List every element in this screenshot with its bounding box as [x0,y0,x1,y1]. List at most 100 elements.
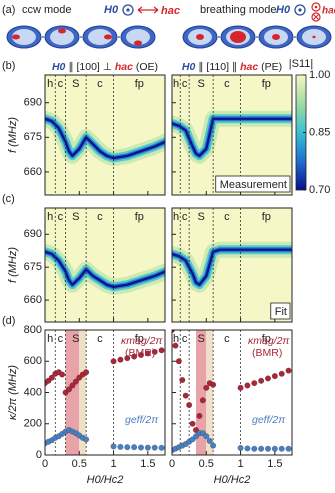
y-tick-label: 690 [24,97,42,109]
plot-area [172,75,292,195]
colorbar-tick-label: 0.85 [309,126,330,138]
series-label: geff/2π [125,414,159,426]
region-label: fp [135,333,144,345]
box-label: Measurement [220,179,287,191]
y-tick-label: 0 [36,449,42,461]
drive-symbol-dot [314,5,318,9]
data-point [278,370,285,377]
data-point [72,378,79,385]
resonance-line [172,248,292,286]
region-label: h [173,211,179,223]
y-tick-label: 600 [24,355,42,367]
data-point [210,381,217,388]
shaded-region [79,330,87,455]
y-tick-label: 660 [24,294,42,306]
region-label: c [97,333,103,345]
data-point [144,444,151,451]
plot-area [45,75,165,195]
y-axis-label: f (MHz) [7,117,19,153]
data-point [172,342,179,349]
colorbar-label: |S11| [289,58,313,70]
data-point [271,373,278,380]
data-point [59,371,66,378]
shaded-region [206,330,214,455]
data-point [131,444,138,451]
breathing-disks [182,25,332,49]
data-point [117,443,124,450]
series-label: κmag/2π [121,335,163,347]
x-tick-label: 0.5 [199,458,214,470]
region-label: S [72,78,79,90]
data-point [158,347,165,354]
panel-title: H0 ∥ [100] ⊥ hac (OE) [52,61,158,73]
title-part: ∥ [100] ⊥ [65,61,114,73]
mode-title: breathing mode [200,4,276,16]
drive-label: hac [322,6,335,17]
panel-label: (d) [2,315,15,327]
data-point [48,374,55,381]
data-point [244,445,251,452]
plot-area [172,330,292,455]
x-tick-label: 1.5 [267,458,282,470]
x-axis-label: H0/Hc2 [214,474,251,486]
data-point [196,412,203,419]
box-label: Fit [275,306,287,318]
y-tick-label: 400 [24,386,42,398]
series-note: (BMR) [252,347,282,359]
data-point [151,348,158,355]
plot-frame [171,74,293,196]
mode-title: ccw mode [22,4,72,16]
region-label: h [47,78,53,90]
region-label: c [97,78,103,90]
y-tick-label: 200 [24,418,42,430]
resonance-line [172,117,292,157]
panel-label: (c) [2,193,15,205]
data-point [237,444,244,452]
data-point [210,442,217,449]
data-point [137,444,145,451]
y-tick-label: 800 [24,324,42,336]
data-point [237,384,244,391]
title-part: hac [115,61,133,73]
y-tick-label: 660 [24,166,42,178]
data-point [182,392,189,399]
drive-label: hac [161,5,180,17]
plot-frame [171,207,293,323]
x-tick-label: 0.5 [72,458,87,470]
data-point [110,358,117,365]
field-symbol-dot [126,8,130,12]
region-label: fp [262,78,271,90]
y-tick-label: 675 [24,261,42,273]
region-label: h [173,333,179,345]
box-frame [215,175,291,193]
region-label: c [97,211,103,223]
region-label: fp [135,78,144,90]
data-point [158,444,165,451]
y-axis-label: κ/2π (MHz) [7,365,19,420]
data-point [251,380,258,387]
title-part: hac [240,61,258,73]
x-tick-label: 0 [42,458,48,470]
data-point [65,386,73,393]
y-tick-label: 690 [24,228,42,240]
field-label: H0 [104,4,119,16]
series-label: geff/2π [252,414,286,426]
region-label: c [182,78,188,90]
ccw-disks [6,25,156,49]
data-point [131,353,138,360]
x-axis-label: H0/Hc2 [87,474,124,486]
data-point [117,356,124,363]
region-label: fp [135,211,144,223]
region-label: S [72,211,79,223]
region-label: c [58,211,64,223]
field-symbol-dot [298,8,302,12]
data-point [258,445,265,452]
data-point [151,444,158,451]
data-point [83,369,90,376]
plot-frame [44,207,166,323]
x-tick-label: 1 [238,458,244,470]
region-label: c [182,211,188,223]
